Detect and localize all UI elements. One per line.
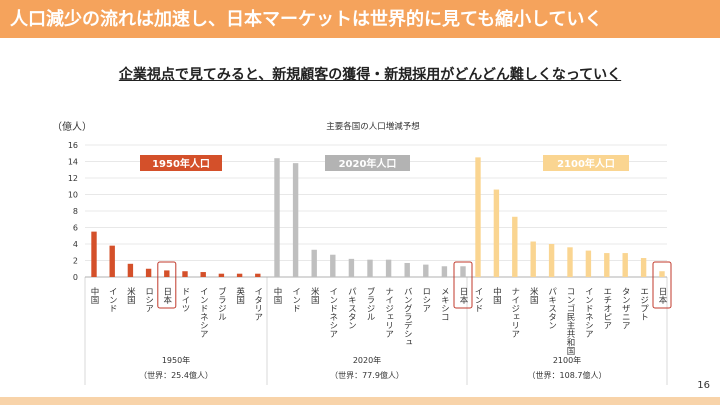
bar-2100年-インドネシア — [585, 250, 592, 277]
x-tick-label: 中国 — [491, 286, 501, 305]
page-number: 16 — [697, 380, 710, 391]
japan-highlight-box — [453, 261, 473, 309]
x-tick-label: インド — [473, 287, 483, 313]
y-axis-label: （億人） — [52, 120, 92, 133]
group-axis-label: 2020年 — [353, 355, 381, 365]
x-tick-label: コンゴ民主共和国 — [565, 287, 575, 356]
bar-2100年-インド — [475, 157, 481, 277]
x-tick-label: 米国 — [309, 286, 319, 305]
x-tick-label: エジプト — [639, 287, 649, 321]
x-tick-label: 中国 — [272, 286, 282, 305]
y-tick-label: 8 — [73, 207, 78, 216]
x-tick-label: インド — [291, 287, 301, 313]
x-tick-label: パキスタン — [547, 287, 557, 330]
bar-1950年-ロシア — [145, 268, 152, 277]
x-tick-label: 米国 — [125, 286, 135, 305]
bar-2100年-日本 — [659, 271, 665, 277]
bar-1950年-インド — [109, 245, 115, 277]
footer-bar — [0, 397, 720, 405]
x-tick-label: インドネシア — [198, 287, 208, 338]
group-axis-label: 1950年 — [162, 355, 190, 365]
bar-1950年-ブラジル — [218, 273, 225, 277]
x-tick-label: 英国 — [235, 286, 245, 305]
x-tick-label: ロシア — [421, 287, 431, 313]
page-title: 人口減少の流れは加速し、日本マーケットは世界的に見ても縮小していく — [10, 9, 603, 30]
x-tick-label: 米国 — [528, 286, 538, 305]
x-tick-label: インドネシア — [328, 287, 338, 338]
bar-2020年-ブラジル — [367, 259, 373, 277]
bar-2100年-タンザニア — [622, 253, 628, 277]
y-tick-label: 6 — [73, 224, 78, 233]
x-tick-label: 中国 — [89, 286, 99, 305]
bar-1950年-ドイツ — [182, 271, 188, 277]
page-subtitle: 企業視点で見てみると、新規顧客の獲得・新規採用がどんどん難しくなっていく — [118, 67, 622, 83]
legend-badge-label: 2100年人口 — [557, 157, 615, 170]
group-world-label: （世界：108.7億人） — [528, 370, 607, 380]
group-world-label: （世界：77.9億人） — [330, 370, 404, 380]
legend-badge-label: 2020年人口 — [339, 157, 397, 170]
japan-highlight-box — [652, 261, 672, 309]
chart-title: 主要各国の人口増減予想 — [326, 121, 420, 132]
bar-2100年-中国 — [493, 189, 500, 277]
bar-1950年-中国 — [91, 231, 97, 277]
x-tick-label: ブラジル — [216, 286, 226, 321]
legend-badge-1950年 — [140, 155, 222, 171]
japan-highlight-box — [157, 261, 177, 309]
x-tick-label: 日本 — [657, 287, 667, 305]
bar-2020年-中国 — [274, 158, 280, 277]
bar-2020年-バングラデシュ — [404, 262, 410, 277]
x-tick-label: ナイジェリア — [384, 287, 394, 338]
y-tick-label: 4 — [73, 240, 78, 249]
bar-2020年-メキシコ — [441, 266, 448, 277]
y-tick-label: 14 — [68, 158, 78, 167]
bar-2100年-エチオピア — [604, 253, 610, 277]
y-tick-label: 16 — [68, 141, 78, 150]
y-tick-label: 10 — [68, 191, 78, 200]
bar-2100年-コンゴ民主共和国 — [567, 247, 573, 277]
x-tick-label: ドイツ — [180, 287, 190, 313]
bar-2020年-ナイジェリア — [385, 259, 392, 277]
legend-badge-2100年 — [543, 155, 629, 171]
bar-1950年-英国 — [236, 273, 243, 277]
group-world-label: （世界：25.4億人） — [139, 370, 213, 380]
bar-1950年-インドネシア — [200, 272, 206, 277]
header-bar: 人口減少の流れは加速し、日本マーケットは世界的に見ても縮小していく — [0, 0, 720, 38]
bar-2020年-インド — [292, 163, 299, 277]
x-tick-label: イタリア — [253, 287, 263, 321]
y-tick-label: 12 — [68, 174, 78, 183]
bar-1950年-米国 — [127, 263, 134, 277]
bar-2100年-パキスタン — [548, 244, 555, 277]
x-tick-label: バングラデシュ — [402, 287, 412, 347]
bar-2100年-エジプト — [640, 258, 647, 277]
bar-2100年-米国 — [530, 241, 536, 277]
x-tick-label: タンザニア — [620, 287, 630, 330]
x-tick-label: 日本 — [458, 287, 468, 305]
legend-badge-2020年 — [325, 155, 410, 171]
x-tick-label: パキスタン — [346, 287, 356, 330]
x-tick-label: ロシア — [144, 287, 154, 313]
group-axis-label: 2100年 — [553, 355, 581, 365]
x-tick-label: エチオピア — [602, 287, 612, 330]
bar-2020年-日本 — [460, 266, 466, 277]
x-tick-label: インドネシア — [583, 287, 593, 338]
bar-2100年-ナイジェリア — [512, 216, 518, 277]
x-tick-label: ブラジル — [365, 286, 375, 321]
bar-2020年-米国 — [311, 249, 317, 277]
x-tick-label: インド — [107, 287, 117, 313]
bar-1950年-イタリア — [255, 273, 261, 277]
bar-2020年-インドネシア — [330, 254, 336, 277]
y-tick-label: 0 — [73, 273, 78, 282]
legend-badge-label: 1950年人口 — [152, 157, 210, 170]
bar-1950年-日本 — [164, 270, 170, 277]
bar-2020年-ロシア — [423, 264, 429, 277]
y-tick-label: 2 — [73, 257, 78, 266]
x-tick-label: 日本 — [162, 287, 172, 305]
bar-2020年-パキスタン — [348, 258, 355, 277]
x-tick-label: ナイジェリア — [510, 287, 520, 338]
x-tick-label: メキシコ — [439, 287, 449, 321]
